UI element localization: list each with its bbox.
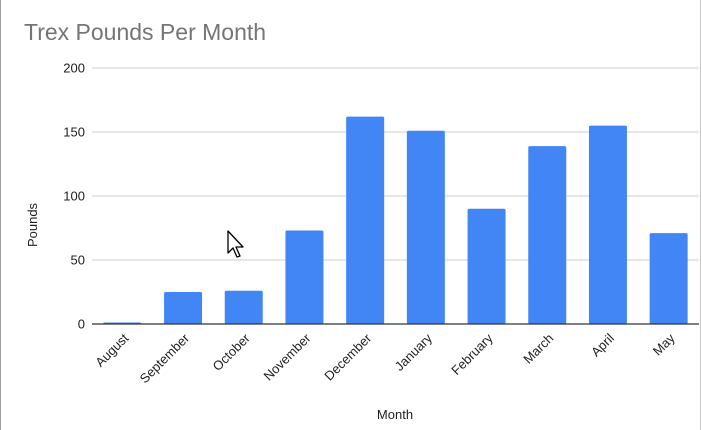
bar-november bbox=[285, 230, 324, 324]
chart-title: Trex Pounds Per Month bbox=[24, 19, 267, 45]
x-tick-label: August bbox=[92, 330, 131, 369]
x-tick-label: April bbox=[588, 330, 617, 359]
bar-october bbox=[224, 290, 263, 324]
bar-march bbox=[528, 146, 567, 324]
x-tick-label: February bbox=[448, 330, 496, 378]
y-tick-label: 50 bbox=[71, 253, 85, 268]
arrow-cursor-icon bbox=[227, 230, 244, 258]
y-tick-label: 150 bbox=[63, 125, 85, 140]
bar-september bbox=[164, 292, 203, 324]
x-tick-label: January bbox=[392, 330, 436, 374]
bar-december bbox=[346, 116, 385, 324]
x-tick-label: October bbox=[210, 330, 254, 374]
bar-january bbox=[406, 130, 445, 324]
x-tick-label: November bbox=[261, 330, 314, 383]
x-tick-label: May bbox=[650, 330, 678, 358]
x-tick-labels: August September October November December Ja… bbox=[92, 330, 678, 386]
bars bbox=[103, 116, 688, 324]
x-tick-label: December bbox=[321, 330, 374, 383]
y-tick-labels: 0 50 100 150 200 bbox=[63, 61, 85, 332]
bar-february bbox=[467, 208, 506, 324]
bar-april bbox=[588, 125, 627, 324]
y-axis-title: Pounds bbox=[25, 202, 40, 247]
y-tick-label: 0 bbox=[78, 317, 85, 332]
x-axis-title: Month bbox=[377, 407, 413, 422]
x-tick-label: September bbox=[137, 330, 193, 386]
bar-may bbox=[649, 233, 688, 324]
y-tick-label: 200 bbox=[63, 61, 85, 76]
x-tick-label: March bbox=[520, 331, 556, 367]
y-tick-label: 100 bbox=[63, 189, 85, 204]
